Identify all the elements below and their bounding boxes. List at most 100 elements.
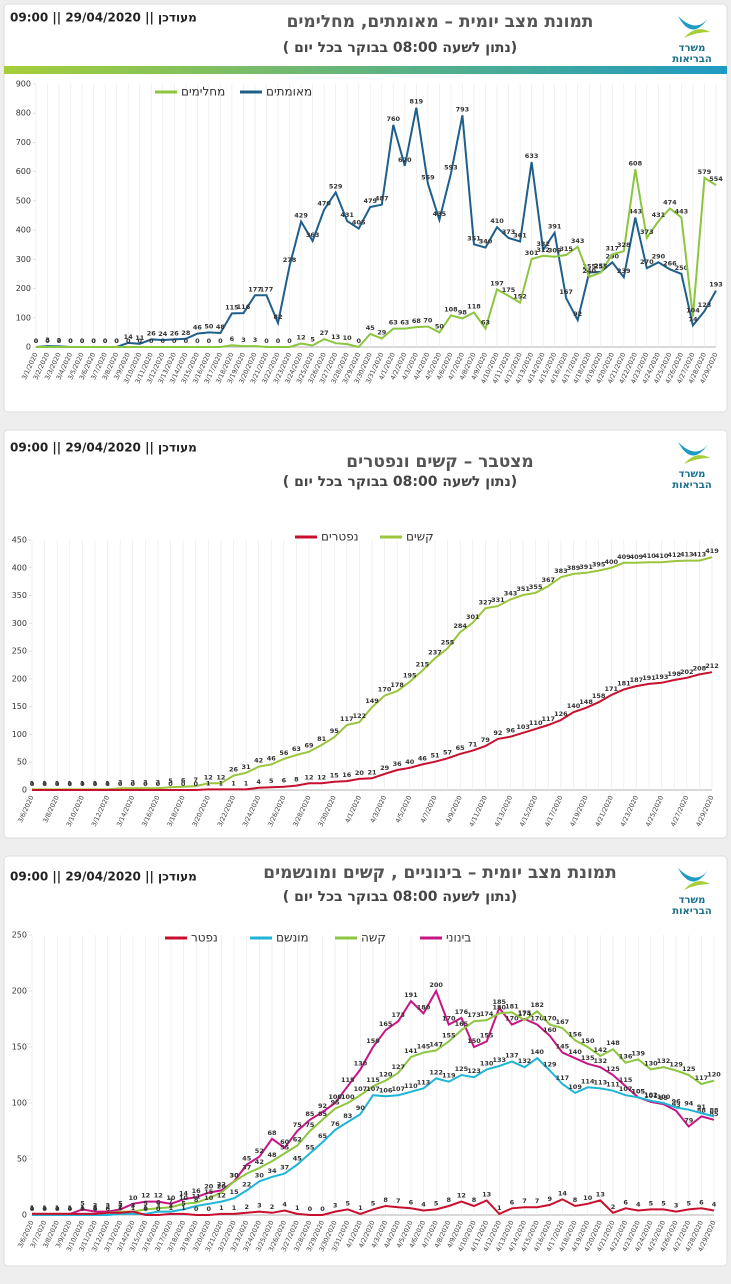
data-label: 240	[582, 267, 596, 275]
data-label: 22	[242, 1180, 251, 1188]
data-label: 3	[333, 1202, 338, 1210]
data-label: 13	[482, 1190, 491, 1198]
data-label: 1	[169, 1204, 174, 1212]
data-label: 1	[295, 1204, 300, 1212]
data-label: 45	[366, 324, 376, 332]
data-label: 5	[181, 1199, 186, 1207]
chart-subtitle: ( נתון לשעה 08:00 בבוקר בכל יום)	[283, 474, 517, 490]
data-label: 2	[118, 1203, 123, 1211]
data-label: 0	[57, 337, 62, 345]
data-label: 21	[367, 768, 377, 776]
data-label: 429	[294, 212, 308, 220]
data-label: 1	[42, 1204, 47, 1212]
data-label: 12	[204, 773, 213, 781]
data-label: 55	[305, 1143, 315, 1151]
data-label: 3	[241, 336, 246, 344]
data-label: 12	[141, 1192, 150, 1200]
data-label: 4	[282, 1201, 287, 1209]
data-label: 173	[391, 1011, 405, 1019]
data-label: 174	[480, 1010, 494, 1018]
data-label: 793	[456, 105, 470, 113]
panel	[3, 3, 728, 413]
data-label: 11	[135, 334, 145, 342]
y-tick-label: 700	[16, 138, 31, 147]
data-label: 93	[672, 1101, 681, 1109]
data-label: 63	[389, 319, 398, 327]
logo-text: הבריאות	[672, 54, 711, 65]
data-label: 3	[156, 1202, 161, 1210]
logo-text: משרד	[679, 43, 706, 54]
data-label: 237	[428, 648, 442, 656]
data-label: 7	[396, 1197, 401, 1205]
data-label: 1	[93, 779, 98, 787]
data-label: 5	[661, 1199, 666, 1207]
data-label: 30	[230, 1171, 240, 1179]
data-label: 3	[156, 778, 161, 786]
data-label: 10	[179, 1194, 189, 1202]
data-label: 117	[695, 1074, 709, 1082]
data-label: 104	[686, 307, 700, 315]
data-label: 141	[404, 1047, 418, 1055]
data-label: 3	[143, 778, 148, 786]
data-label: 0	[149, 337, 154, 345]
data-label: 0	[42, 1205, 47, 1213]
data-label: 0	[161, 337, 166, 345]
data-label: 10	[204, 1194, 214, 1202]
data-label: 20	[355, 769, 365, 777]
data-label: 71	[468, 741, 478, 749]
data-label: 92	[573, 310, 582, 318]
data-label: 215	[416, 661, 430, 669]
data-label: 170	[378, 686, 392, 694]
data-label: 152	[513, 293, 527, 301]
data-label: 1	[93, 1204, 98, 1212]
data-label: 74	[688, 315, 698, 323]
data-label: 176	[455, 1008, 469, 1016]
data-label: 24	[158, 330, 168, 338]
data-label: 182	[530, 1001, 544, 1009]
data-label: 102	[644, 1091, 658, 1099]
data-label: 593	[444, 164, 458, 172]
data-label: 10	[129, 1194, 139, 1202]
data-label: 413	[680, 551, 694, 559]
data-label: 181	[505, 1002, 519, 1010]
data-label: 1	[42, 779, 47, 787]
data-label: 0	[30, 780, 35, 788]
data-label: 0	[156, 780, 161, 788]
data-label: 170	[543, 1015, 557, 1023]
panel	[3, 429, 728, 839]
data-label: 103	[516, 723, 530, 731]
data-label: 3	[131, 1202, 136, 1210]
data-label: 15	[330, 772, 340, 780]
logo-mark	[678, 868, 708, 882]
data-label: 1	[30, 779, 35, 787]
data-label: 88	[697, 1106, 707, 1114]
data-label: 125	[455, 1065, 469, 1073]
data-label: 1	[93, 1204, 98, 1212]
data-label: 431	[340, 211, 354, 219]
y-tick-label: 600	[16, 167, 31, 176]
data-label: 6	[409, 1198, 414, 1206]
legend-label: מאומתים	[266, 85, 312, 99]
data-label: 198	[667, 670, 681, 678]
data-label: 26	[147, 329, 157, 337]
data-label: 117	[542, 715, 556, 723]
data-label: 10	[343, 334, 353, 342]
data-label: 22	[217, 1180, 226, 1188]
data-label: 343	[504, 589, 518, 597]
data-label: 419	[705, 547, 719, 555]
series-line	[32, 1198, 715, 1216]
data-label: 4	[256, 778, 261, 786]
data-label: 443	[629, 208, 643, 216]
data-label: 363	[306, 231, 320, 239]
data-label: 8	[573, 1196, 578, 1204]
data-label: 96	[672, 1097, 682, 1105]
data-label: 409	[617, 553, 631, 561]
data-label: 361	[513, 232, 527, 240]
data-label: 327	[479, 598, 493, 606]
data-label: 479	[363, 197, 377, 205]
data-label: 278	[283, 256, 297, 264]
data-label: 9	[548, 1195, 553, 1203]
y-tick-label: 300	[16, 255, 31, 264]
y-tick-label: 400	[16, 226, 31, 235]
data-label: 3	[169, 1202, 174, 1210]
